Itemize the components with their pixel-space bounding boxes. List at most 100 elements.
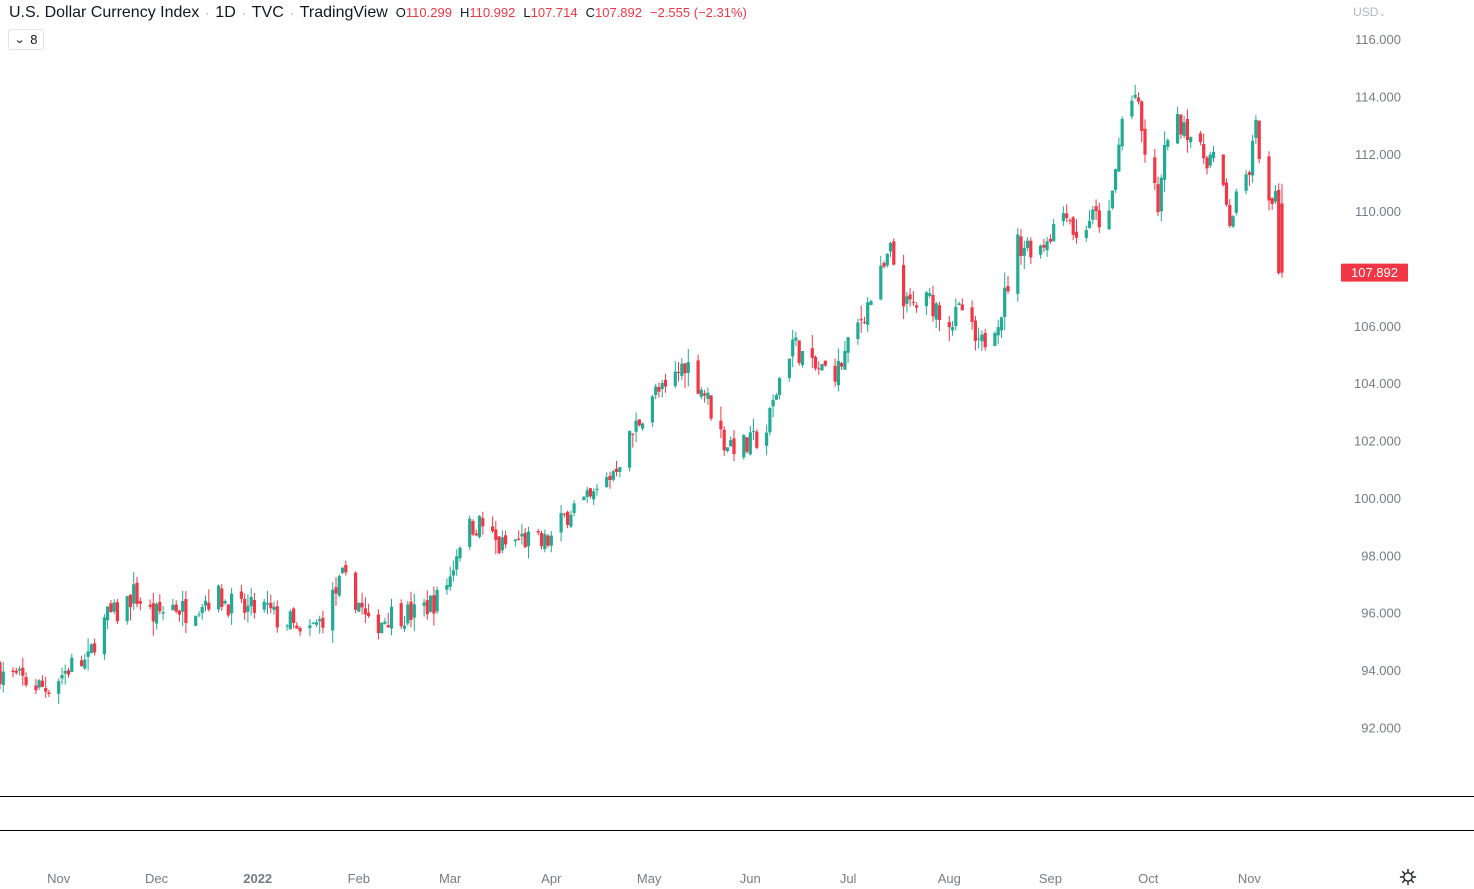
candle (468, 515, 472, 551)
last-price-badge (1341, 263, 1408, 282)
candle (125, 595, 129, 625)
candle (654, 383, 658, 400)
candle (321, 610, 325, 634)
open-value: 110.299 (405, 5, 452, 20)
candle (11, 667, 15, 678)
candle (843, 341, 847, 370)
candle (1074, 219, 1079, 244)
candle (856, 318, 860, 345)
candle (869, 299, 873, 306)
candle (1019, 229, 1023, 265)
candle (288, 609, 292, 630)
candle (295, 622, 299, 629)
candle (109, 600, 113, 613)
candle (683, 363, 687, 388)
close-label: C (585, 5, 595, 20)
symbol-title[interactable]: U.S. Dollar Currency Index (9, 4, 200, 21)
candle (1110, 190, 1114, 210)
candle (1185, 109, 1189, 153)
change-value: −2.555 (−2.31%) (650, 5, 747, 20)
candle (181, 590, 185, 627)
candle (846, 336, 850, 363)
time-tick-label: Oct (1138, 871, 1159, 886)
candle (1140, 100, 1144, 143)
currency-selector[interactable]: USD⌄ (1353, 5, 1386, 19)
candle (1003, 272, 1007, 331)
candle (344, 560, 348, 576)
candle (83, 654, 87, 670)
candle (402, 615, 407, 632)
indicators-toggle-button[interactable]: ⌄ 8 (8, 29, 45, 50)
candle (132, 572, 136, 611)
candle (1270, 197, 1274, 210)
candle (1133, 84, 1137, 100)
candle (70, 653, 74, 673)
candle (1022, 240, 1026, 270)
candle (585, 486, 589, 503)
candle (18, 666, 22, 676)
candle (996, 319, 1000, 345)
candle (748, 426, 752, 456)
candle (888, 241, 893, 258)
price-tick-label: 100.000 (1354, 491, 1401, 506)
candle (128, 594, 133, 621)
candle (817, 361, 821, 375)
candle (931, 285, 935, 322)
candle (380, 622, 384, 634)
candle (86, 638, 90, 671)
candle (970, 300, 974, 330)
candle (1208, 151, 1212, 169)
candle (1048, 234, 1052, 244)
candle (138, 597, 142, 611)
candle (823, 360, 827, 367)
time-tick-label: Feb (348, 871, 370, 886)
candle (57, 678, 61, 705)
candle (862, 316, 867, 325)
candle (217, 584, 221, 613)
candle (63, 664, 67, 685)
candle (269, 594, 273, 614)
candle (905, 291, 909, 313)
candle (220, 584, 224, 611)
candle (455, 549, 459, 576)
candle (660, 379, 664, 398)
candle (1257, 120, 1261, 164)
candle (1016, 227, 1020, 302)
candle (1052, 218, 1056, 242)
candle (1042, 239, 1046, 253)
candle (1153, 148, 1157, 190)
candles-layer (0, 84, 1284, 705)
price-tick-label: 102.000 (1354, 434, 1401, 449)
candle (631, 433, 635, 448)
candle (308, 619, 312, 637)
time-tick-label: Nov (47, 871, 71, 886)
candle (696, 354, 700, 395)
candle (354, 571, 358, 614)
candle (592, 488, 596, 505)
price-tick-label: 94.000 (1361, 663, 1401, 678)
candle (1130, 95, 1134, 120)
candle (1159, 174, 1163, 222)
candle (203, 595, 208, 612)
candle (1231, 215, 1235, 229)
candle (155, 602, 159, 630)
candle (252, 593, 256, 619)
candle (367, 603, 371, 618)
candle (331, 582, 335, 644)
candle (44, 676, 48, 698)
high-value: 110.992 (469, 5, 516, 20)
candle (243, 593, 247, 620)
chevron-down-icon: ⌄ (1378, 8, 1386, 18)
candle (21, 657, 25, 686)
candle (458, 546, 462, 562)
gear-icon[interactable] (1399, 868, 1417, 886)
candle (1251, 134, 1255, 183)
candle (1120, 116, 1124, 151)
interval-label[interactable]: 1D (215, 4, 236, 21)
candle (1143, 119, 1147, 163)
candle (318, 615, 322, 634)
candle (794, 331, 798, 347)
time-tick-label: Sep (1039, 871, 1062, 886)
candle (719, 406, 723, 439)
